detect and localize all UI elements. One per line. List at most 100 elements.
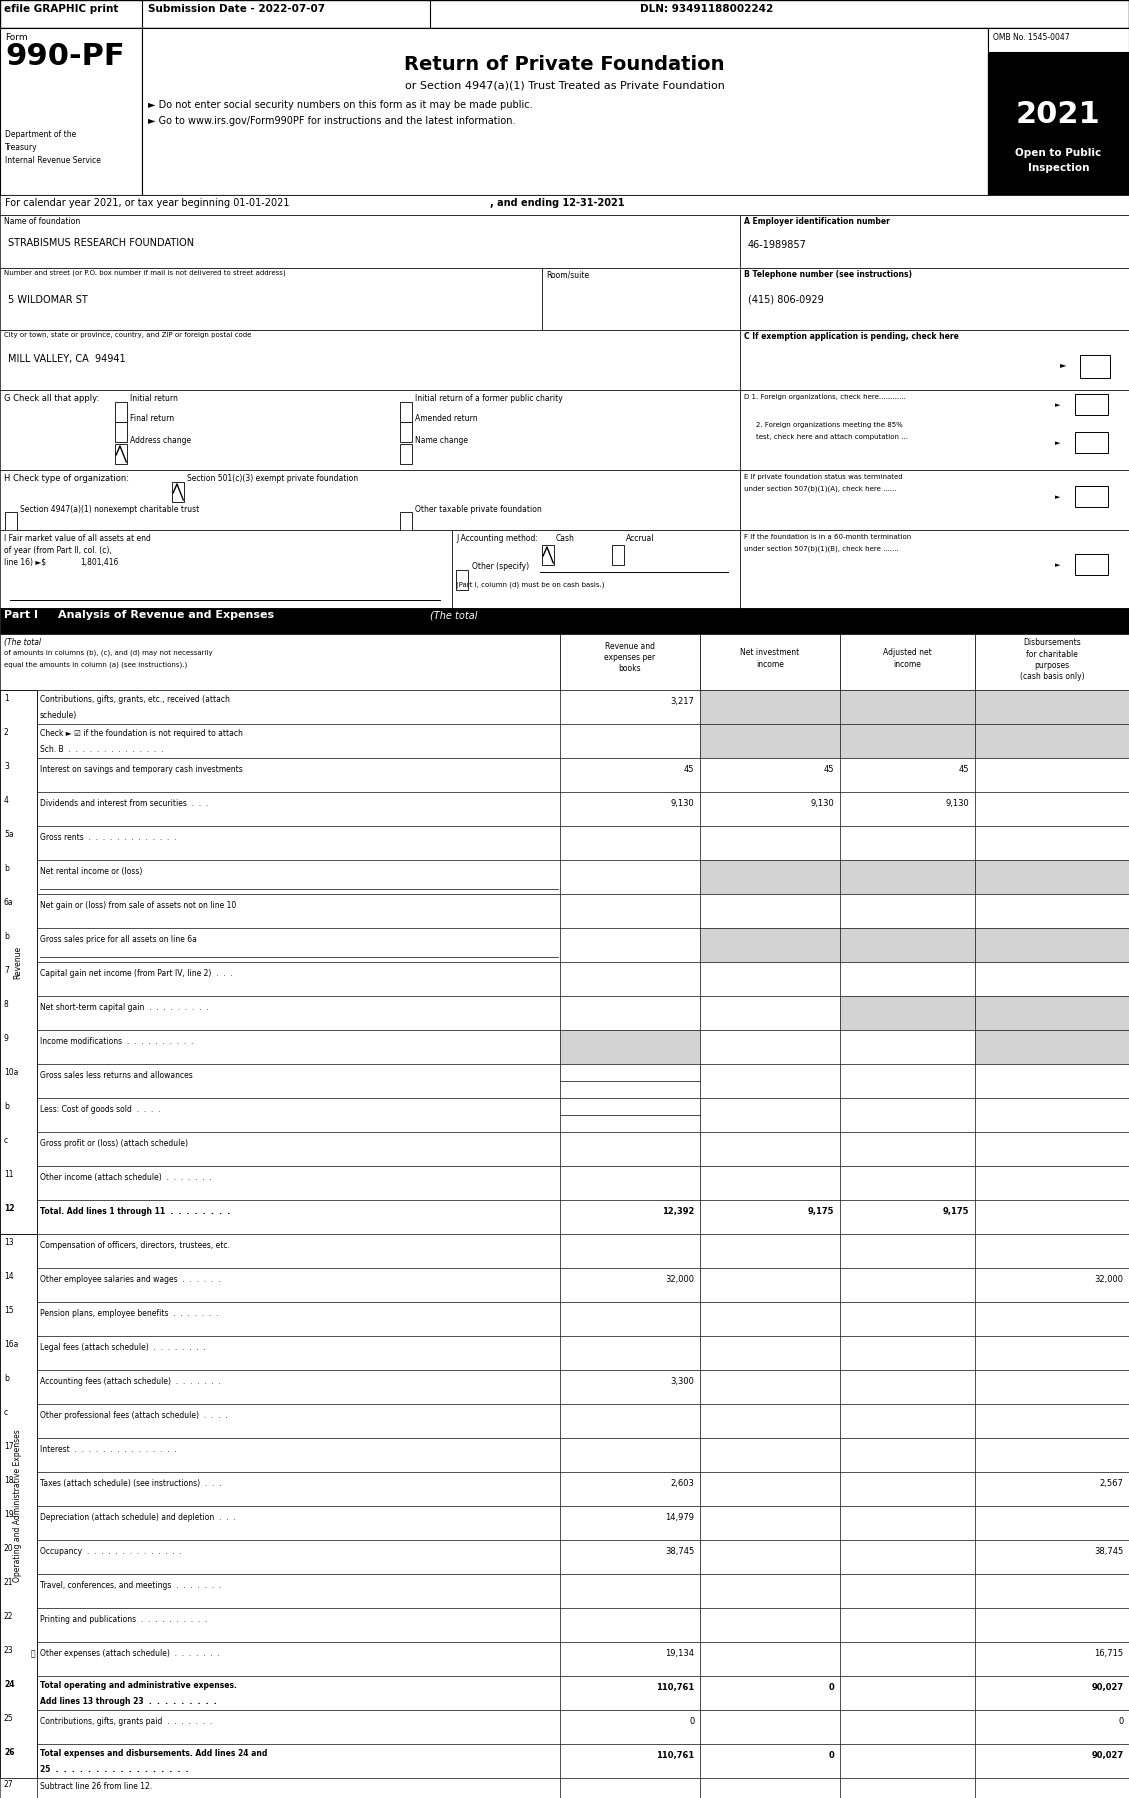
Text: 12,392: 12,392 xyxy=(662,1206,694,1215)
Text: 0: 0 xyxy=(829,1751,834,1760)
Text: D 1. Foreign organizations, check here............: D 1. Foreign organizations, check here..… xyxy=(744,394,905,399)
Text: expenses per: expenses per xyxy=(604,653,656,662)
Bar xyxy=(840,1233,975,1268)
Bar xyxy=(0,1336,37,1370)
Bar xyxy=(0,1573,37,1607)
Text: 2,567: 2,567 xyxy=(1100,1480,1123,1489)
Bar xyxy=(37,1336,560,1370)
Bar xyxy=(400,444,412,464)
Bar xyxy=(975,1438,1129,1473)
Text: Form: Form xyxy=(5,32,27,41)
Bar xyxy=(700,1064,840,1099)
Text: H Check type of organization:: H Check type of organization: xyxy=(5,475,129,484)
Text: (Part I, column (d) must be on cash basis.): (Part I, column (d) must be on cash basi… xyxy=(456,583,604,588)
Bar xyxy=(975,1336,1129,1370)
Bar xyxy=(988,29,1129,194)
Bar xyxy=(560,1370,700,1404)
Bar xyxy=(0,859,37,894)
Text: Add lines 13 through 23  .  .  .  .  .  .  .  .  .: Add lines 13 through 23 . . . . . . . . … xyxy=(40,1697,217,1706)
Bar xyxy=(0,725,37,759)
Text: Net short-term capital gain  .  .  .  .  .  .  .  .  .: Net short-term capital gain . . . . . . … xyxy=(40,1003,209,1012)
Text: 1,801,416: 1,801,416 xyxy=(80,557,119,566)
Bar xyxy=(37,825,560,859)
Bar xyxy=(975,1133,1129,1165)
Text: Other income (attach schedule)  .  .  .  .  .  .  .: Other income (attach schedule) . . . . .… xyxy=(40,1172,211,1183)
Bar xyxy=(0,608,1129,635)
Bar xyxy=(840,1199,975,1233)
Bar xyxy=(1075,554,1108,575)
Text: Open to Public: Open to Public xyxy=(1015,147,1102,158)
Bar xyxy=(37,1473,560,1507)
Text: Total expenses and disbursements. Add lines 24 and: Total expenses and disbursements. Add li… xyxy=(40,1749,268,1758)
Bar xyxy=(700,1336,840,1370)
Text: Travel, conferences, and meetings  .  .  .  .  .  .  .: Travel, conferences, and meetings . . . … xyxy=(40,1580,221,1589)
Text: Revenue and: Revenue and xyxy=(605,642,655,651)
Text: Capital gain net income (from Part IV, line 2)  .  .  .: Capital gain net income (from Part IV, l… xyxy=(40,969,233,978)
Bar xyxy=(0,1233,37,1268)
Text: Room/suite: Room/suite xyxy=(546,270,589,279)
Text: 0: 0 xyxy=(1118,1717,1123,1726)
Bar xyxy=(975,1676,1129,1710)
Text: line 16) ►$: line 16) ►$ xyxy=(5,557,46,566)
Bar xyxy=(700,894,840,928)
Text: Address change: Address change xyxy=(130,435,191,444)
Text: 25: 25 xyxy=(5,1713,14,1722)
Text: Net rental income or (loss): Net rental income or (loss) xyxy=(40,867,142,876)
Bar xyxy=(0,690,37,1233)
Text: Submission Date - 2022-07-07: Submission Date - 2022-07-07 xyxy=(148,4,325,14)
Bar xyxy=(612,545,624,565)
Text: 9,130: 9,130 xyxy=(671,798,694,807)
Text: ►: ► xyxy=(1054,403,1060,408)
Text: Adjusted net: Adjusted net xyxy=(883,647,931,656)
Bar xyxy=(0,825,37,859)
Bar xyxy=(840,1607,975,1642)
Bar xyxy=(840,1404,975,1438)
Bar xyxy=(560,1165,700,1199)
Text: 5a: 5a xyxy=(5,829,14,838)
Bar xyxy=(0,1744,37,1778)
Bar xyxy=(840,1507,975,1541)
Text: Contributions, gifts, grants, etc., received (attach: Contributions, gifts, grants, etc., rece… xyxy=(40,696,230,705)
Text: F If the foundation is in a 60-month termination: F If the foundation is in a 60-month ter… xyxy=(744,534,911,539)
Bar xyxy=(739,331,1129,390)
Bar xyxy=(840,1165,975,1199)
Bar xyxy=(560,1064,700,1099)
Text: Final return: Final return xyxy=(130,414,174,423)
Bar xyxy=(840,791,975,825)
Text: DLN: 93491188002242: DLN: 93491188002242 xyxy=(640,4,773,14)
Bar xyxy=(37,1404,560,1438)
Bar xyxy=(37,1268,560,1302)
Text: 9,175: 9,175 xyxy=(943,1206,970,1215)
Bar xyxy=(840,1030,975,1064)
Bar xyxy=(400,512,412,532)
Bar xyxy=(37,1507,560,1541)
Bar xyxy=(700,1268,840,1302)
Text: 2,603: 2,603 xyxy=(671,1480,694,1489)
Bar xyxy=(37,1370,560,1404)
Bar xyxy=(37,1642,560,1676)
Bar xyxy=(975,1473,1129,1507)
Bar xyxy=(975,635,1129,690)
Text: MILL VALLEY, CA  94941: MILL VALLEY, CA 94941 xyxy=(8,354,125,363)
Bar xyxy=(0,1676,37,1710)
Text: Cash: Cash xyxy=(555,534,575,543)
Bar xyxy=(700,1642,840,1676)
Text: 45: 45 xyxy=(684,766,694,775)
Text: Disbursements: Disbursements xyxy=(1023,638,1080,647)
Text: income: income xyxy=(756,660,784,669)
Text: ►: ► xyxy=(1054,563,1060,568)
Bar xyxy=(37,1133,560,1165)
Text: Operating and Administrative Expenses: Operating and Administrative Expenses xyxy=(14,1429,23,1582)
Bar xyxy=(0,29,142,194)
Bar xyxy=(700,859,840,894)
Bar xyxy=(37,1165,560,1199)
Bar xyxy=(560,1642,700,1676)
Bar xyxy=(840,635,975,690)
Bar xyxy=(975,1507,1129,1541)
Bar xyxy=(560,1541,700,1573)
Bar xyxy=(142,29,988,194)
Text: Revenue: Revenue xyxy=(14,946,23,978)
Bar xyxy=(739,216,1129,268)
Text: b: b xyxy=(5,1374,9,1383)
Text: ►: ► xyxy=(1060,360,1067,369)
